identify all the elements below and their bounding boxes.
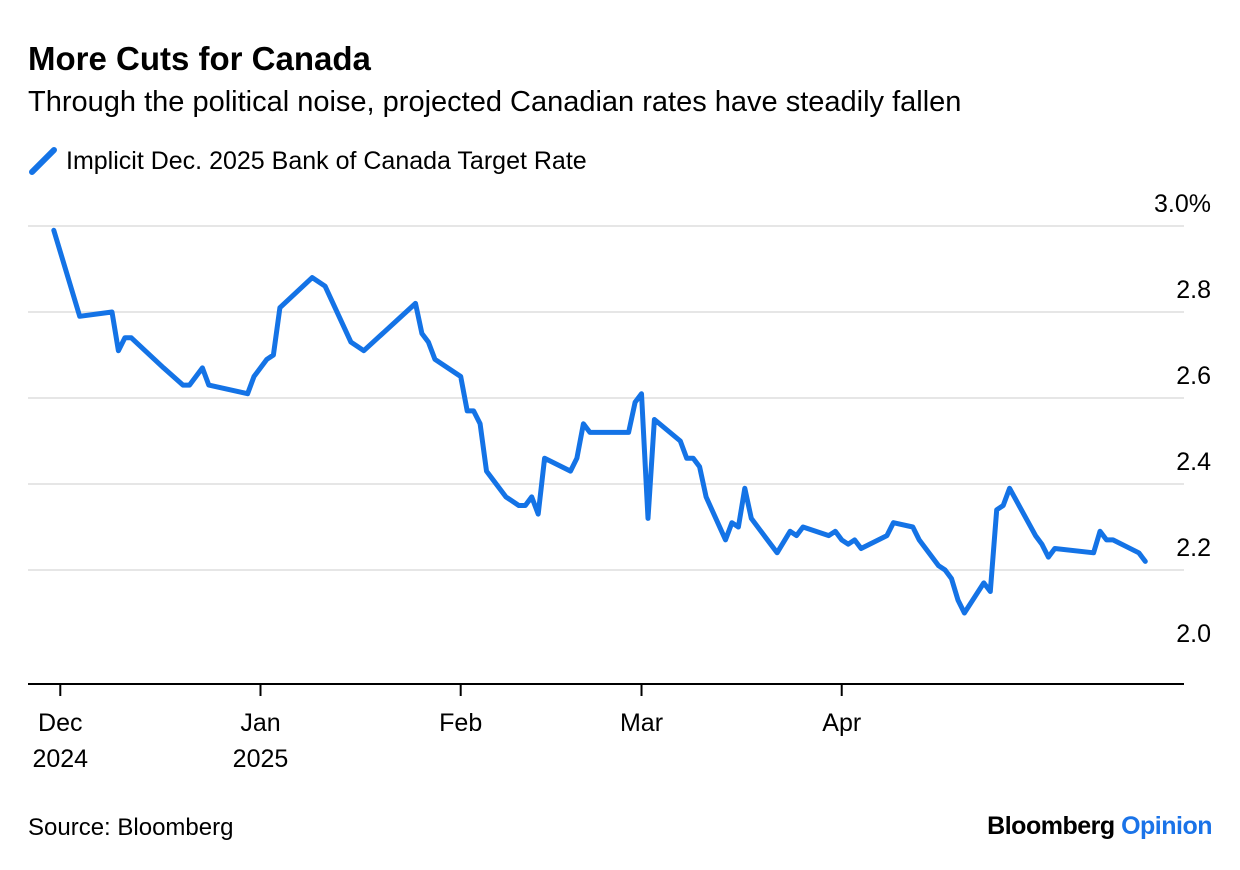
y-tick-label: 2.8 bbox=[1176, 276, 1211, 304]
x-tick-label: Apr bbox=[822, 709, 861, 737]
legend-line-icon bbox=[29, 147, 57, 175]
brand-logo: Bloomberg Opinion bbox=[987, 812, 1212, 841]
y-tick-label: 2.4 bbox=[1176, 448, 1211, 476]
y-tick-label: 2.0 bbox=[1176, 620, 1211, 648]
brand-name: Bloomberg bbox=[987, 812, 1115, 840]
x-tick-label: 2025 bbox=[233, 745, 289, 773]
y-tick-label: 2.2 bbox=[1176, 534, 1211, 562]
series-layer bbox=[51, 227, 1148, 616]
x-tick-label: Jan bbox=[240, 709, 280, 737]
source-note: Source: Bloomberg bbox=[28, 814, 234, 841]
chart-title: More Cuts for Canada bbox=[28, 40, 371, 77]
chart-subtitle: Through the political noise, projected C… bbox=[28, 86, 962, 118]
x-axis: Dec 2024 Jan 2025 Feb Mar Apr bbox=[28, 683, 1184, 773]
grid-layer: 2.0 2.2 2.4 2.6 2.8 3.0% bbox=[28, 190, 1211, 648]
y-tick-label: 2.6 bbox=[1176, 362, 1211, 390]
brand-product: Opinion bbox=[1121, 812, 1212, 840]
x-tick-label: Dec bbox=[38, 709, 82, 737]
y-tick-label: 3.0% bbox=[1154, 190, 1211, 218]
legend-label: Implicit Dec. 2025 Bank of Canada Target… bbox=[66, 146, 587, 175]
legend: Implicit Dec. 2025 Bank of Canada Target… bbox=[28, 146, 587, 176]
x-tick-label: 2024 bbox=[32, 745, 88, 773]
x-tick-label: Feb bbox=[439, 709, 482, 737]
series-line bbox=[51, 227, 1148, 616]
x-tick-label: Mar bbox=[620, 709, 663, 737]
